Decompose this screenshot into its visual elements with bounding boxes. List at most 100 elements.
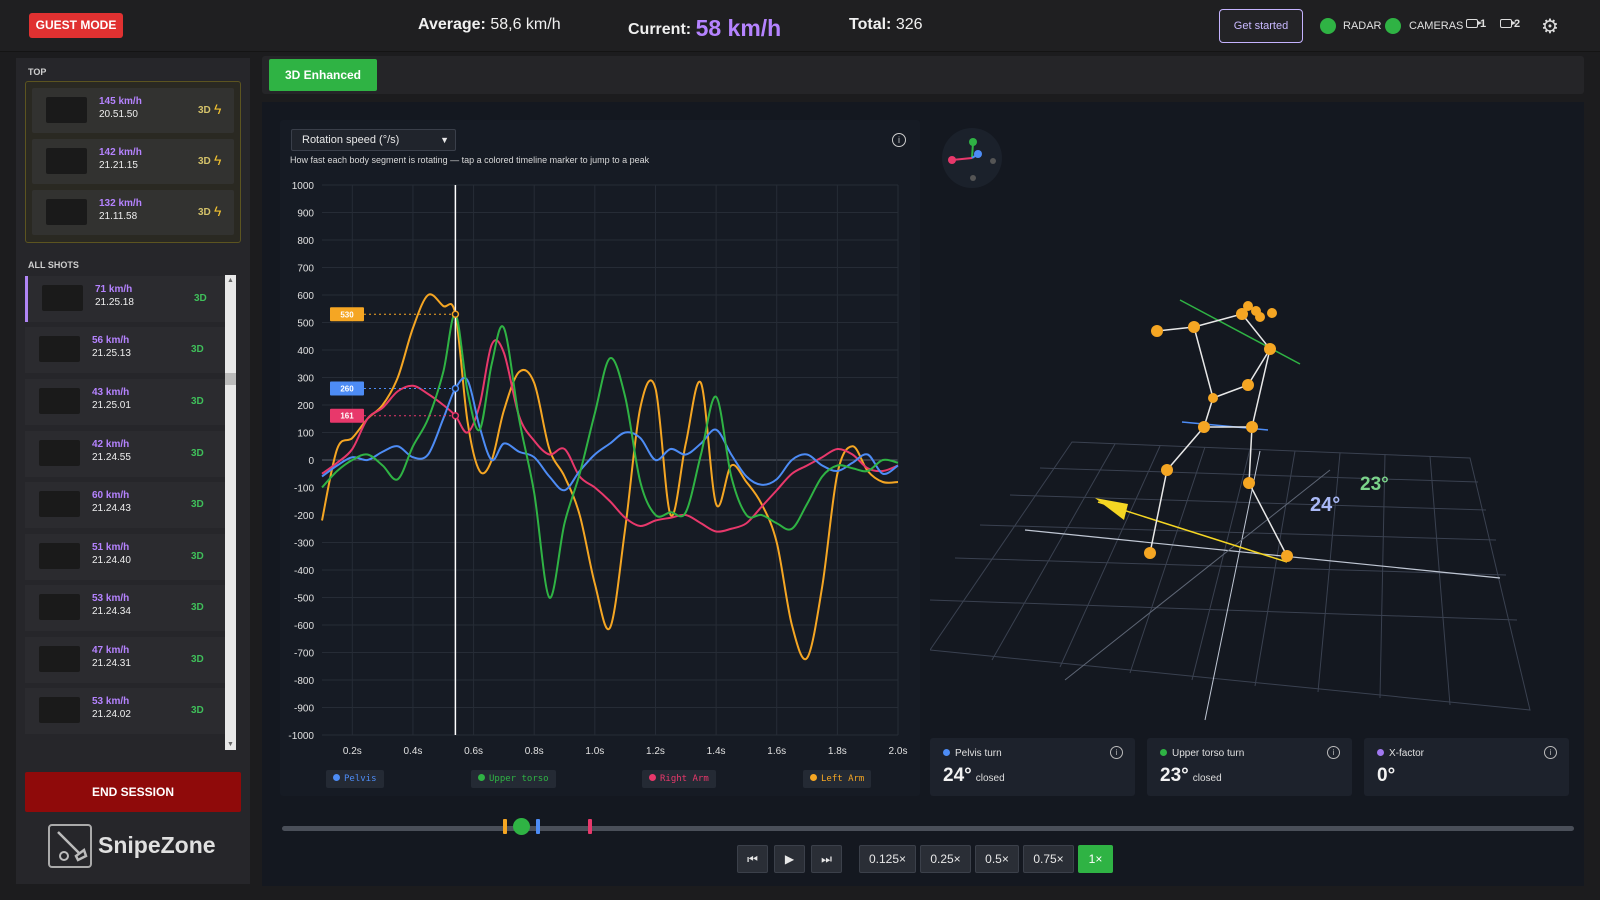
x-tick-label: 0.4s (403, 746, 422, 757)
timeline-marker-right-arm[interactable] (588, 819, 592, 834)
shot-speed: 142 km/h (99, 147, 142, 158)
rotation-speed-chart[interactable]: 10009008007006005004003002001000-100-200… (280, 170, 910, 770)
series-line-upper-torso (321, 313, 899, 599)
shot-item[interactable]: 56 km/h 21.25.13 3D (25, 327, 233, 373)
shots-scrollbar[interactable]: ▲ ▼ (225, 275, 236, 750)
top-shot-item[interactable]: 142 km/h 21.21.15 3D ϟ (32, 139, 234, 184)
speed-075-button[interactable]: 0.75× (1023, 845, 1074, 873)
shot-thumbnail (39, 697, 80, 723)
shot-thumbnail (39, 491, 80, 517)
skip-forward-button[interactable]: ⏭ (811, 845, 842, 873)
x-tick-label: 0.2s (343, 746, 362, 757)
legend-right-arm[interactable]: Right Arm (642, 770, 716, 788)
top-shot-item[interactable]: 132 km/h 21.11.58 3D ϟ (32, 190, 234, 235)
shot-3d-tag: 3D (194, 293, 207, 304)
y-tick-label: -600 (294, 621, 314, 632)
shot-3d-tag: 3D (191, 448, 204, 459)
shot-item[interactable]: 43 km/h 21.25.01 3D (25, 379, 233, 425)
end-session-button[interactable]: END SESSION (25, 772, 241, 812)
timeline-marker-pelvis[interactable] (536, 819, 540, 834)
golf-club-icon (48, 824, 92, 868)
shot-thumbnail (39, 543, 80, 569)
x-tick-label: 1.6s (767, 746, 786, 757)
orientation-gizmo[interactable] (942, 128, 1002, 188)
peak-point (451, 310, 460, 318)
shot-speed: 43 km/h (92, 387, 130, 398)
scroll-down-icon[interactable]: ▼ (227, 741, 234, 748)
x-tick-label: 1.4s (707, 746, 726, 757)
guest-mode-badge[interactable]: GUEST MODE (29, 13, 123, 38)
shot-time: 21.24.40 (92, 555, 131, 566)
x-tick-label: 1.2s (646, 746, 665, 757)
info-icon[interactable]: i (1544, 746, 1557, 759)
gear-icon[interactable]: ⚙ (1541, 16, 1559, 38)
x-tick-label: 2.0s (889, 746, 908, 757)
camera-1-button[interactable]: 1 (1466, 18, 1486, 30)
camera-2-button[interactable]: 2 (1500, 18, 1520, 30)
y-tick-label: -900 (294, 704, 314, 715)
skeleton (1095, 299, 1301, 563)
shot-3d-tag: 3D (198, 105, 211, 116)
legend-pelvis[interactable]: Pelvis (326, 770, 384, 788)
shot-speed: 60 km/h (92, 490, 130, 501)
shot-item[interactable]: 53 km/h 21.24.34 3D (25, 585, 233, 631)
chart-subtitle: How fast each body segment is rotating —… (290, 155, 650, 165)
timeline-knob[interactable] (513, 818, 530, 835)
shot-3d-tag: 3D (198, 156, 211, 167)
chevron-down-icon: ▼ (440, 135, 449, 145)
y-tick-label: 700 (297, 264, 314, 275)
speed-0125-button[interactable]: 0.125× (859, 845, 916, 873)
shot-3d-tag: 3D (191, 705, 204, 716)
y-tick-label: -100 (294, 484, 314, 495)
info-icon[interactable]: i (1327, 746, 1340, 759)
y-tick-label: 400 (297, 346, 314, 357)
shot-thumbnail (46, 97, 87, 123)
shot-time: 21.24.31 (92, 658, 131, 669)
bolt-icon: ϟ (214, 152, 222, 168)
timeline-track[interactable] (282, 826, 1574, 831)
shot-item[interactable]: 51 km/h 21.24.40 3D (25, 534, 233, 580)
shot-3d-tag: 3D (191, 602, 204, 613)
peak-value-box (330, 381, 364, 396)
camera-icon (1500, 19, 1516, 28)
metric-dropdown[interactable]: Rotation speed (°/s) ▼ (291, 129, 456, 151)
shot-time: 21.24.55 (92, 452, 131, 463)
series-line-left-arm (321, 293, 899, 661)
shot-speed: 53 km/h (92, 593, 130, 604)
speed-1-button[interactable]: 1× (1078, 845, 1113, 873)
shot-item[interactable]: 53 km/h 21.24.02 3D (25, 688, 233, 734)
shot-item[interactable]: 42 km/h 21.24.55 3D (25, 431, 233, 477)
legend-upper-torso[interactable]: Upper torso (471, 770, 556, 788)
y-tick-label: 500 (297, 319, 314, 330)
skip-back-button[interactable]: ⏮ (737, 845, 768, 873)
shot-thumbnail (39, 388, 80, 414)
3d-skeleton-view[interactable]: 24° 23° (930, 120, 1584, 732)
scroll-up-icon[interactable]: ▲ (227, 277, 234, 284)
timeline-marker-left-arm[interactable] (503, 819, 507, 834)
get-started-button[interactable]: Get started (1219, 9, 1303, 43)
shot-time: 21.25.01 (92, 400, 131, 411)
top-shot-item[interactable]: 145 km/h 20.51.50 3D ϟ (32, 88, 234, 133)
3d-enhanced-button[interactable]: 3D Enhanced (269, 59, 377, 91)
info-icon[interactable]: i (1110, 746, 1123, 759)
peak-value-box (330, 408, 364, 423)
speed-05-button[interactable]: 0.5× (975, 845, 1019, 873)
play-button[interactable]: ▶ (774, 845, 805, 873)
y-tick-label: 100 (297, 429, 314, 440)
shot-speed: 132 km/h (99, 198, 142, 209)
shot-3d-tag: 3D (191, 551, 204, 562)
total-stat: Total: 326 (849, 16, 923, 33)
top-section-label: TOP (28, 67, 47, 77)
cameras-label: CAMERAS (1409, 20, 1464, 32)
legend-left-arm[interactable]: Left Arm (803, 770, 872, 788)
bolt-icon: ϟ (214, 101, 222, 117)
y-tick-label: -800 (294, 676, 314, 687)
scroll-thumb[interactable] (225, 373, 236, 385)
peak-point (451, 411, 460, 420)
shot-item[interactable]: 60 km/h 21.24.43 3D (25, 482, 233, 528)
shot-speed: 56 km/h (92, 335, 130, 346)
info-icon[interactable]: i (892, 133, 906, 147)
speed-025-button[interactable]: 0.25× (920, 845, 971, 873)
shot-item[interactable]: 71 km/h 21.25.18 3D (25, 276, 233, 322)
shot-item[interactable]: 47 km/h 21.24.31 3D (25, 637, 233, 683)
